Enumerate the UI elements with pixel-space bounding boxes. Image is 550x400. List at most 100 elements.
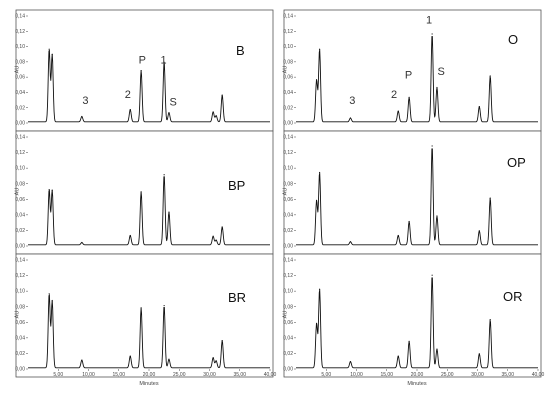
peak-apex (129, 109, 131, 111)
peak-apex (397, 234, 399, 237)
y-tick-label: 0,08 (15, 181, 25, 187)
peak-apex (318, 171, 321, 174)
panel-label-op: OP (507, 155, 526, 170)
y-tick-label: 0,04 (15, 90, 25, 96)
chromatogram-trace-br (28, 294, 270, 369)
y-tick-label: 0,12 (15, 273, 25, 279)
peak-apex (168, 211, 170, 213)
y-tick-label: 0,02 (15, 105, 25, 111)
x-tick-label: 30,00 (471, 372, 484, 378)
y-tick-label: 0,02 (15, 228, 25, 234)
y-tick-label: 0,08 (283, 304, 293, 310)
x-tick-label: 15,00 (112, 372, 125, 378)
y-tick-label: 0,10 (15, 44, 25, 50)
x-tick-label: 15,00 (380, 372, 393, 378)
chromatogram-trace-or (296, 277, 538, 369)
y-tick-label: 0,10 (15, 289, 25, 295)
peak-apex (408, 96, 410, 98)
y-axis-label: AU (15, 311, 21, 319)
peak-label-2: 2 (125, 89, 131, 101)
peak-apex (315, 79, 318, 81)
y-tick-label: 0,08 (15, 59, 25, 65)
peak-apex (163, 304, 165, 307)
y-tick-label: 0,14 (15, 258, 25, 264)
panel-frame-b (15, 9, 274, 132)
peak-apex (163, 174, 165, 176)
y-tick-label: 0,02 (283, 228, 293, 234)
y-tick-label: 0,06 (283, 197, 293, 203)
peak-apex (489, 75, 491, 77)
peak-apex (436, 348, 438, 350)
peak-apex (408, 340, 410, 342)
y-tick-label: 0,04 (283, 335, 293, 341)
peak-apex (51, 300, 53, 302)
x-tick-label: 10,00 (350, 372, 363, 378)
panel-label-or: OR (503, 289, 523, 304)
peak-apex (315, 199, 318, 202)
x-axis-label: Minutes (407, 381, 427, 387)
peak-apex (212, 111, 214, 113)
panel-label-br: BR (228, 290, 246, 305)
peak-label-3: 3 (349, 95, 355, 107)
peak-apex (212, 357, 214, 359)
peak-apex (81, 359, 83, 361)
y-axis-label: AU (283, 66, 289, 74)
y-tick-label: 0,12 (283, 273, 293, 279)
peak-apex (408, 220, 410, 223)
peak-apex (140, 70, 142, 72)
x-tick-label: 35,00 (233, 372, 246, 378)
peak-apex (48, 293, 50, 295)
peak-apex (215, 115, 217, 117)
panel-frame-bp (15, 130, 274, 255)
y-tick-label: 0,12 (283, 29, 293, 35)
peak-apex (129, 234, 131, 237)
peak-apex (212, 235, 214, 237)
y-tick-label: 0,08 (283, 181, 293, 187)
peak-apex (318, 288, 321, 290)
peak-apex (478, 105, 480, 108)
panel-label-b: B (236, 43, 245, 58)
peak-apex (221, 226, 223, 228)
peak-apex (349, 117, 352, 119)
x-tick-label: 20,00 (411, 372, 424, 378)
x-tick-label: 35,00 (501, 372, 514, 378)
peak-apex (48, 188, 50, 191)
y-tick-label: 0,00 (15, 244, 25, 250)
x-tick-label: 10,00 (82, 372, 95, 378)
y-tick-label: 0,14 (283, 14, 293, 20)
y-tick-label: 0,04 (15, 335, 25, 341)
peak-label-s: S (170, 96, 177, 108)
y-tick-label: 0,12 (283, 150, 293, 156)
y-tick-label: 0,04 (283, 212, 293, 218)
peak-apex (221, 339, 223, 342)
y-tick-label: 0,14 (15, 135, 25, 141)
peak-apex (397, 355, 399, 357)
x-tick-label: 20,00 (143, 372, 156, 378)
y-tick-label: 0,06 (15, 75, 25, 81)
x-axis-label: Minutes (139, 381, 159, 387)
y-tick-label: 0,02 (283, 351, 293, 357)
chromatogram-trace-o (296, 36, 538, 123)
peak-apex (51, 53, 53, 56)
peak-apex (81, 115, 83, 118)
peak-apex (318, 48, 321, 50)
x-tick-label: 5,00 (53, 372, 63, 378)
peak-apex (81, 241, 83, 244)
peak-apex (349, 361, 352, 363)
y-tick-label: 0,02 (283, 105, 293, 111)
y-tick-label: 0,14 (283, 258, 293, 264)
y-tick-label: 0,02 (15, 351, 25, 357)
peak-label-p: P (405, 70, 412, 82)
peak-label-1: 1 (426, 15, 432, 27)
y-tick-label: 0,14 (283, 135, 293, 141)
x-tick-label: 40,00 (532, 372, 545, 378)
x-tick-label: 30,00 (203, 372, 216, 378)
peak-apex (168, 112, 170, 114)
y-tick-label: 0,12 (15, 150, 25, 156)
y-tick-label: 0,06 (283, 75, 293, 81)
y-tick-label: 0,04 (283, 90, 293, 96)
x-tick-label: 40,00 (264, 372, 277, 378)
peak-label-3: 3 (82, 95, 88, 107)
y-tick-label: 0,06 (15, 197, 25, 203)
